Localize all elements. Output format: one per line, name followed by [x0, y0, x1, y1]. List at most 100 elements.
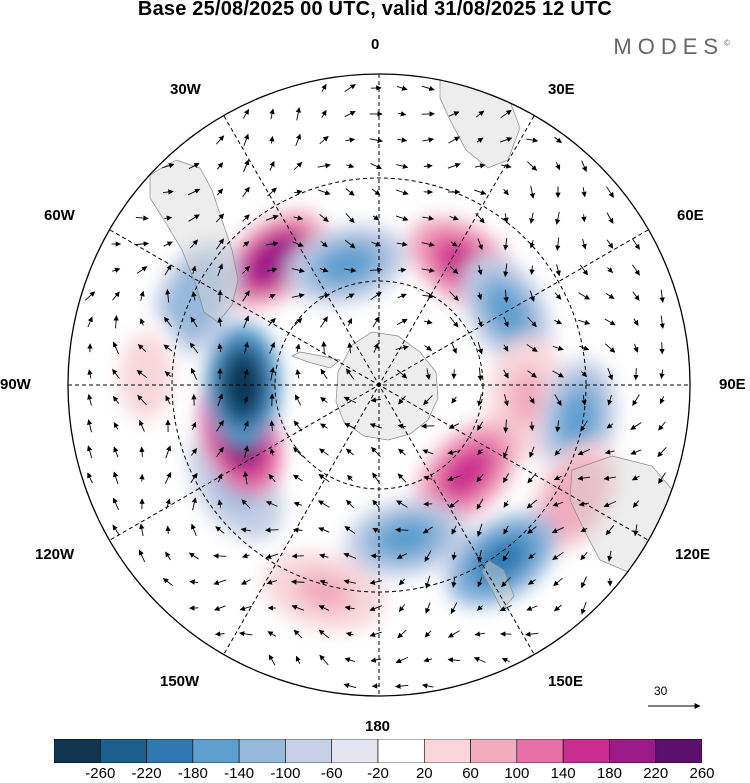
wind-arrow: [318, 605, 330, 611]
wind-arrow: [529, 212, 535, 224]
wind-arrow: [477, 265, 483, 276]
wind-arrow: [447, 162, 461, 169]
wind-arrow: [552, 552, 564, 560]
wind-arrow: [243, 133, 250, 147]
wind-arrow: [397, 629, 407, 639]
wind-arrow: [421, 85, 435, 92]
wind-arrow: [268, 654, 276, 666]
wind-arrow: [659, 369, 665, 379]
wind-arrow: [343, 396, 357, 404]
wind-arrow: [343, 579, 356, 585]
wind-arrow: [554, 448, 562, 456]
wind-arrow: [633, 318, 639, 326]
wind-arrow: [525, 631, 539, 637]
wind-arrow: [87, 393, 93, 406]
wind-arrow: [423, 657, 433, 663]
wind-arrow: [527, 579, 536, 585]
reference-vector-label: 30: [654, 684, 668, 698]
wind-arrow: [268, 318, 276, 326]
wind-arrow: [139, 523, 145, 537]
wind-arrow: [137, 344, 147, 352]
wind-arrow: [578, 319, 591, 325]
wind-arrow: [503, 289, 509, 303]
wind-arrow: [319, 135, 329, 144]
wind-arrow: [343, 552, 357, 559]
anomaly-blob: [508, 369, 544, 427]
wind-arrow: [321, 109, 327, 118]
wind-arrow: [476, 523, 483, 537]
antarctica: [335, 331, 439, 441]
wind-arrow: [164, 371, 172, 377]
wind-arrow: [87, 419, 93, 433]
wind-arrow: [526, 499, 538, 509]
wind-arrow: [345, 448, 354, 456]
wind-arrow: [165, 289, 171, 303]
wind-arrow: [112, 471, 119, 485]
wind-arrow: [396, 500, 408, 508]
wind-arrow: [243, 396, 249, 404]
wind-arrow: [398, 111, 407, 117]
wind-arrow: [320, 316, 328, 328]
colorbar-tick-label: 60: [462, 765, 479, 782]
wind-arrow: [503, 394, 509, 407]
wind-arrow: [476, 137, 484, 143]
wind-arrow: [370, 291, 382, 301]
wind-arrow: [269, 342, 275, 354]
wind-arrow: [269, 367, 275, 381]
wind-arrow: [370, 163, 382, 169]
wind-arrow: [500, 137, 513, 143]
wind-arrow: [423, 319, 433, 325]
wind-arrow: [188, 552, 199, 560]
wind-arrow: [190, 316, 198, 328]
wind-arrow: [554, 136, 562, 144]
wind-arrow: [291, 604, 305, 611]
wind-arrow: [527, 316, 537, 328]
wind-arrow: [371, 683, 380, 689]
wind-arrow: [526, 137, 539, 143]
wind-arrow: [423, 395, 433, 406]
wind-arrow: [554, 604, 562, 612]
colorbar-swatch: [470, 739, 518, 763]
colorbar-tick-label: -140: [224, 765, 255, 782]
wind-arrow: [319, 214, 329, 222]
wind-arrow: [190, 523, 197, 537]
wind-arrow: [345, 188, 355, 196]
wind-arrow: [503, 500, 509, 508]
wind-arrow: [477, 317, 483, 328]
wind-arrow: [243, 368, 249, 379]
wind-arrow: [162, 189, 174, 195]
wind-arrow: [268, 293, 276, 299]
wind-arrow: [631, 238, 641, 250]
wind-arrow: [293, 161, 303, 171]
wind-arrow: [190, 448, 198, 456]
wind-arrow: [136, 266, 148, 274]
wind-arrow: [552, 501, 564, 507]
wind-arrow: [215, 526, 225, 534]
wind-arrow: [267, 187, 277, 197]
wind-arrow: [217, 289, 223, 302]
wind-arrow: [369, 137, 383, 143]
wind-arrow: [216, 446, 224, 457]
wind-arrow: [503, 188, 509, 196]
colorbar-tick-label: -20: [367, 765, 389, 782]
wind-arrow: [422, 215, 435, 221]
wind-arrow: [216, 238, 224, 250]
wind-arrow: [448, 499, 459, 509]
wind-arrow: [554, 319, 563, 325]
wind-arrow: [344, 110, 356, 118]
wind-arrow: [395, 345, 409, 351]
wind-arrow: [165, 551, 171, 561]
wind-arrow: [265, 241, 279, 247]
wind-arrow: [241, 579, 251, 585]
wind-arrow: [344, 526, 356, 534]
wind-arrow: [555, 420, 561, 433]
wind-arrow: [266, 501, 278, 507]
wind-arrow: [529, 421, 535, 431]
wind-arrow: [529, 185, 535, 199]
wind-arrow: [319, 267, 329, 273]
wind-arrow: [318, 527, 330, 533]
wind-arrow: [164, 215, 173, 221]
wind-arrow: [659, 289, 665, 303]
lon-label-120e: 120E: [675, 546, 711, 563]
wind-arrow: [451, 552, 457, 561]
